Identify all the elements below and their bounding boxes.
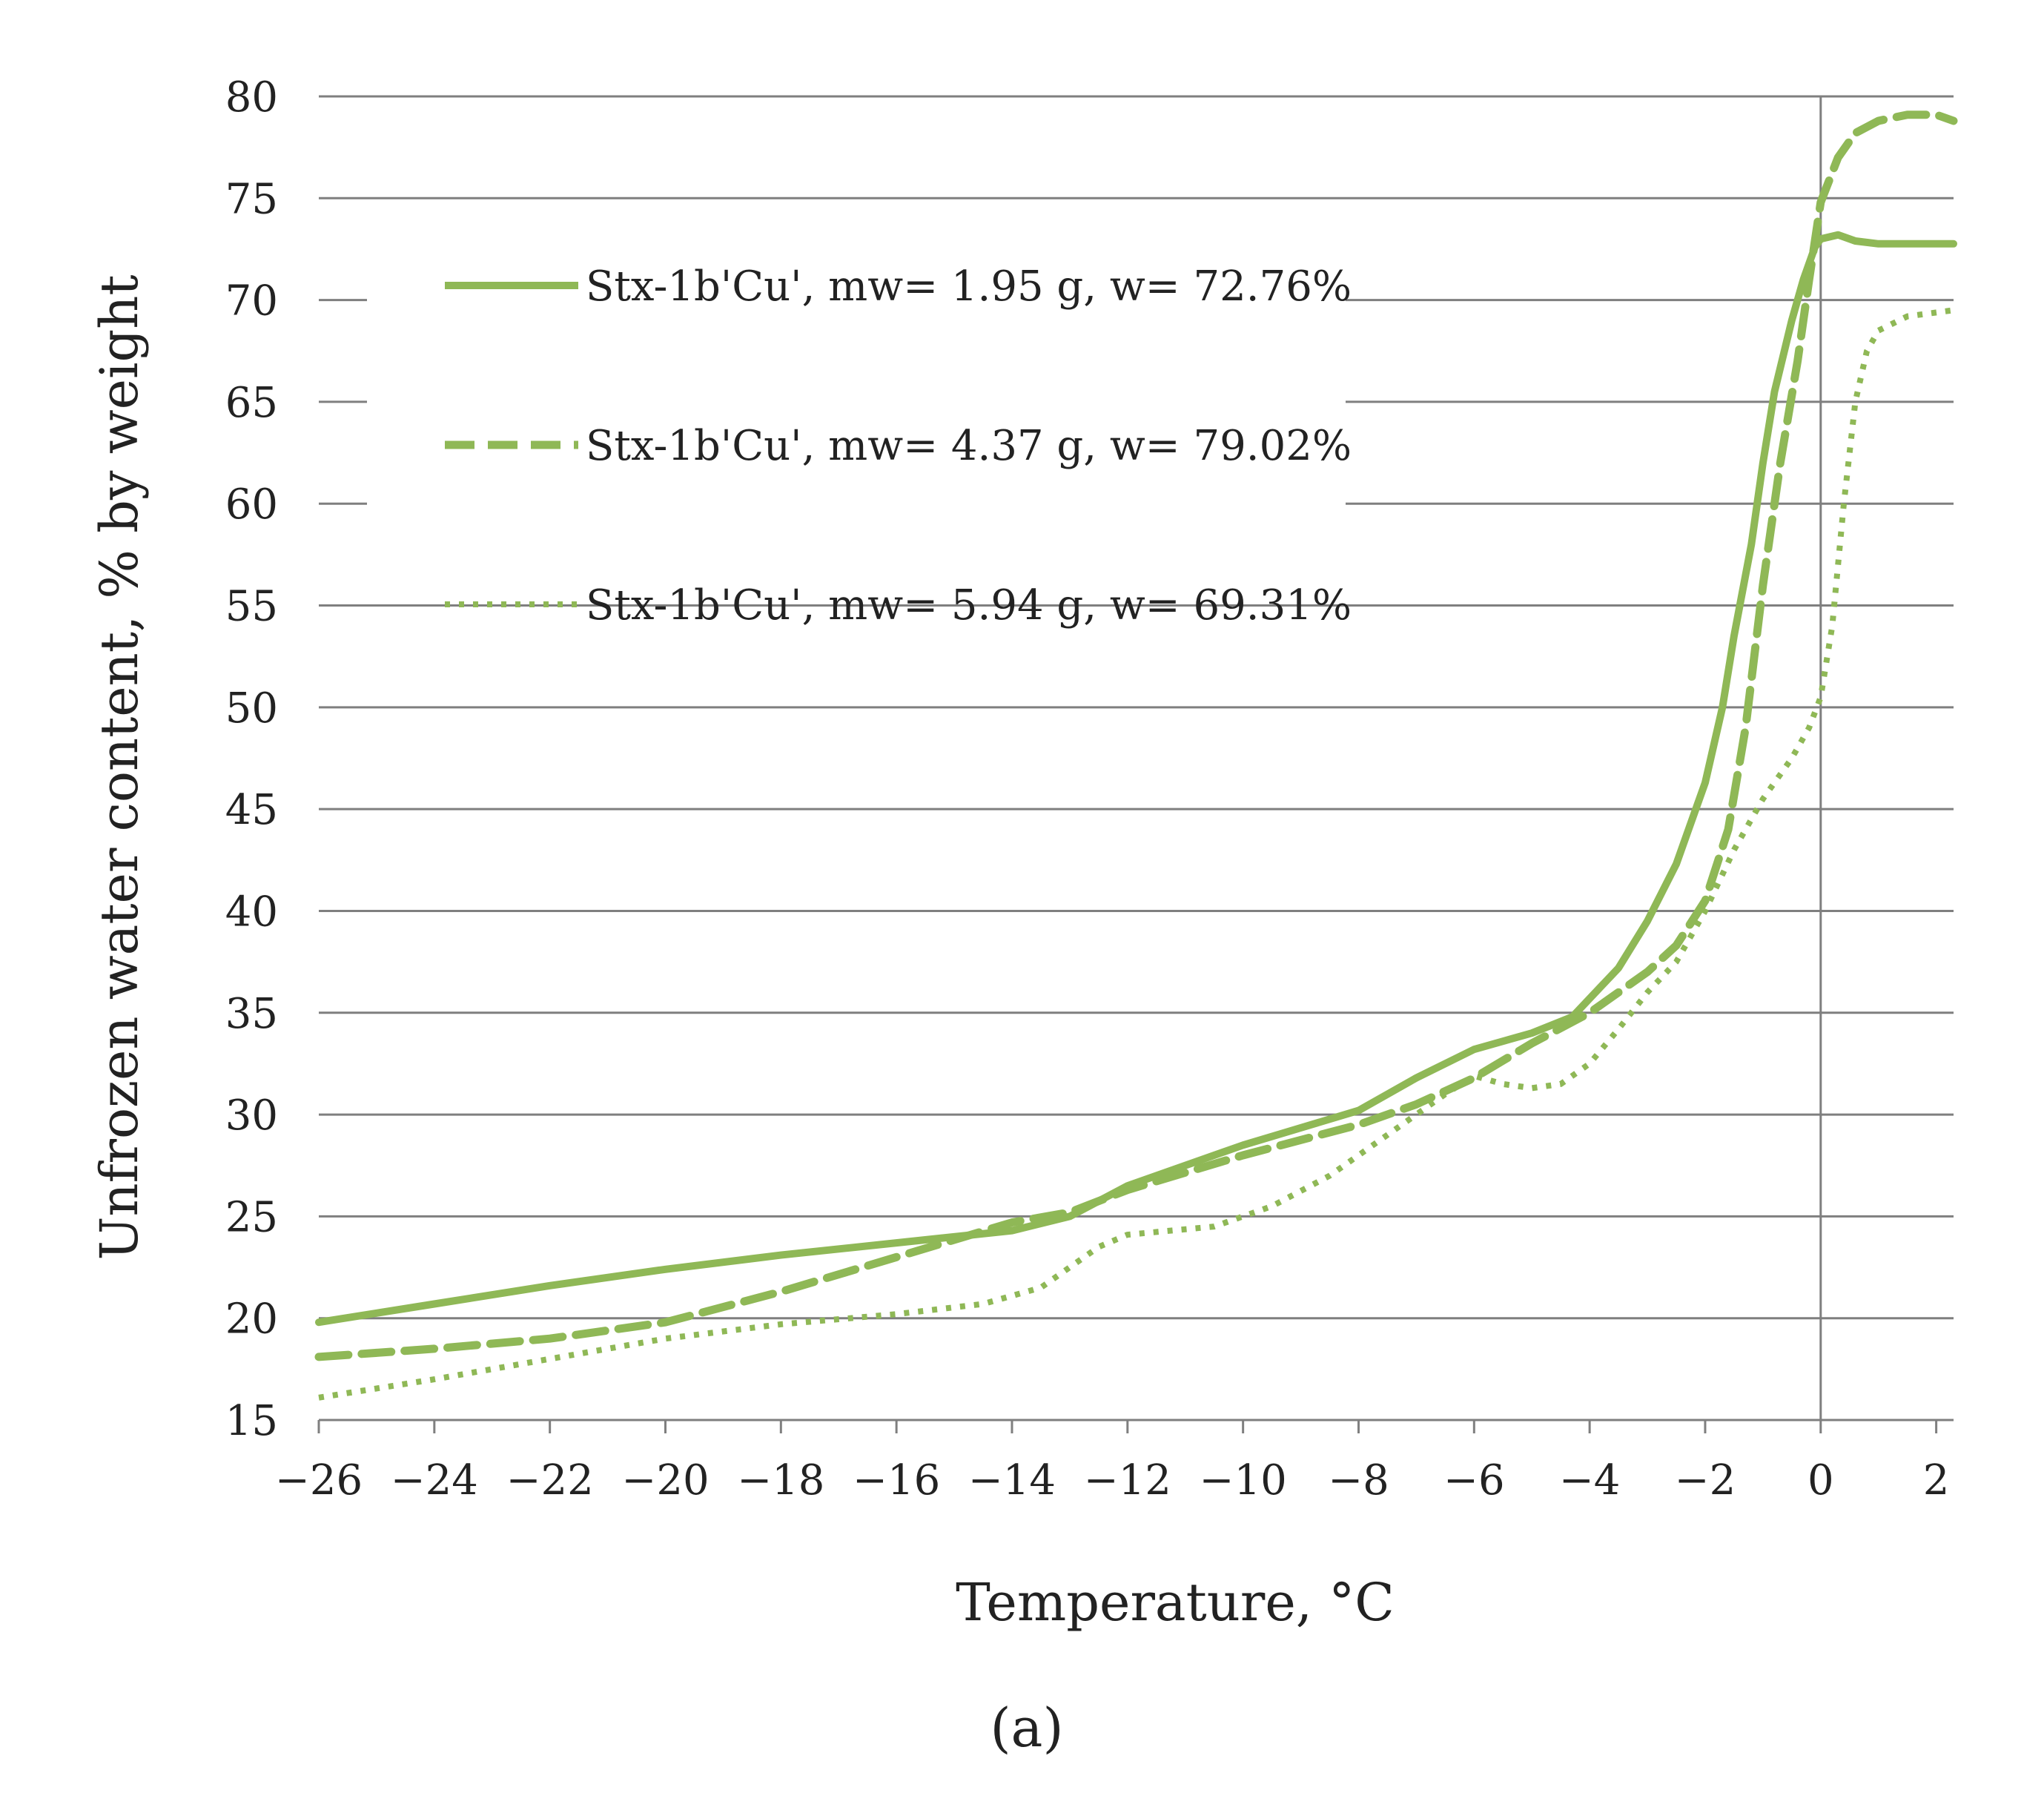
y-tick-label: 25 xyxy=(225,1193,278,1241)
y-tick-label: 80 xyxy=(225,73,278,122)
legend-label-3: Stx-1b'Cu', mw= 5.94 g, w= 69.31% xyxy=(586,581,1352,630)
x-tick-labels: −26 −24 −22 −20 −18 −16 −14 −12 −10 −8 −6 −4 −2 0 2 xyxy=(275,1456,1950,1505)
legend-label-2: Stx-1b'Cu', mw= 4.37 g, w= 79.02% xyxy=(586,422,1352,470)
x-tick-label: −16 xyxy=(853,1456,940,1505)
x-tick-label: −6 xyxy=(1443,1456,1505,1505)
x-tick-label: −14 xyxy=(968,1456,1056,1505)
y-tick-label: 50 xyxy=(225,684,278,733)
y-tick-label: 60 xyxy=(225,481,278,529)
y-tick-label: 35 xyxy=(225,990,278,1038)
x-tick-label: −22 xyxy=(506,1456,594,1505)
series-line-3 xyxy=(318,307,1954,1401)
x-tick-label: −10 xyxy=(1200,1456,1287,1505)
legend: Stx-1b'Cu', mw= 1.95 g, w= 72.76% Stx-1b'… xyxy=(367,230,1352,630)
x-tick-label: −12 xyxy=(1084,1456,1171,1505)
x-tick-label: −26 xyxy=(275,1456,363,1505)
y-tick-label: 20 xyxy=(225,1295,278,1344)
y-tick-label: 75 xyxy=(225,175,278,223)
x-tick-label: −2 xyxy=(1675,1456,1736,1505)
y-tick-label: 30 xyxy=(225,1092,278,1140)
legend-label-1: Stx-1b'Cu', mw= 1.95 g, w= 72.76% xyxy=(586,262,1352,311)
x-tick-label: −18 xyxy=(737,1456,824,1505)
y-tick-labels: 15 20 25 30 35 40 45 50 55 60 65 70 75 80 xyxy=(225,73,278,1445)
x-tick-label: −4 xyxy=(1559,1456,1621,1505)
x-axis-title: Temperature, °C xyxy=(956,1572,1395,1633)
series-line-2 xyxy=(314,110,1958,1361)
x-tick-label: −20 xyxy=(621,1456,709,1505)
x-tick-label: 0 xyxy=(1807,1456,1834,1505)
y-tick-label: 40 xyxy=(225,888,278,936)
y-tick-label: 65 xyxy=(225,379,278,427)
figure-caption: (a) xyxy=(990,1697,1063,1759)
y-tick-label: 15 xyxy=(225,1397,278,1445)
x-tick-label: 2 xyxy=(1923,1456,1950,1505)
y-axis-title: Unfrozen water content, % by weight xyxy=(89,275,150,1261)
y-tick-label: 70 xyxy=(225,277,278,326)
axes xyxy=(317,96,1954,1433)
series-lines xyxy=(314,110,1958,1401)
y-tick-label: 45 xyxy=(225,786,278,834)
x-tick-label: −8 xyxy=(1328,1456,1389,1505)
y-tick-label: 55 xyxy=(225,583,278,631)
x-tick-label: −24 xyxy=(391,1456,478,1505)
